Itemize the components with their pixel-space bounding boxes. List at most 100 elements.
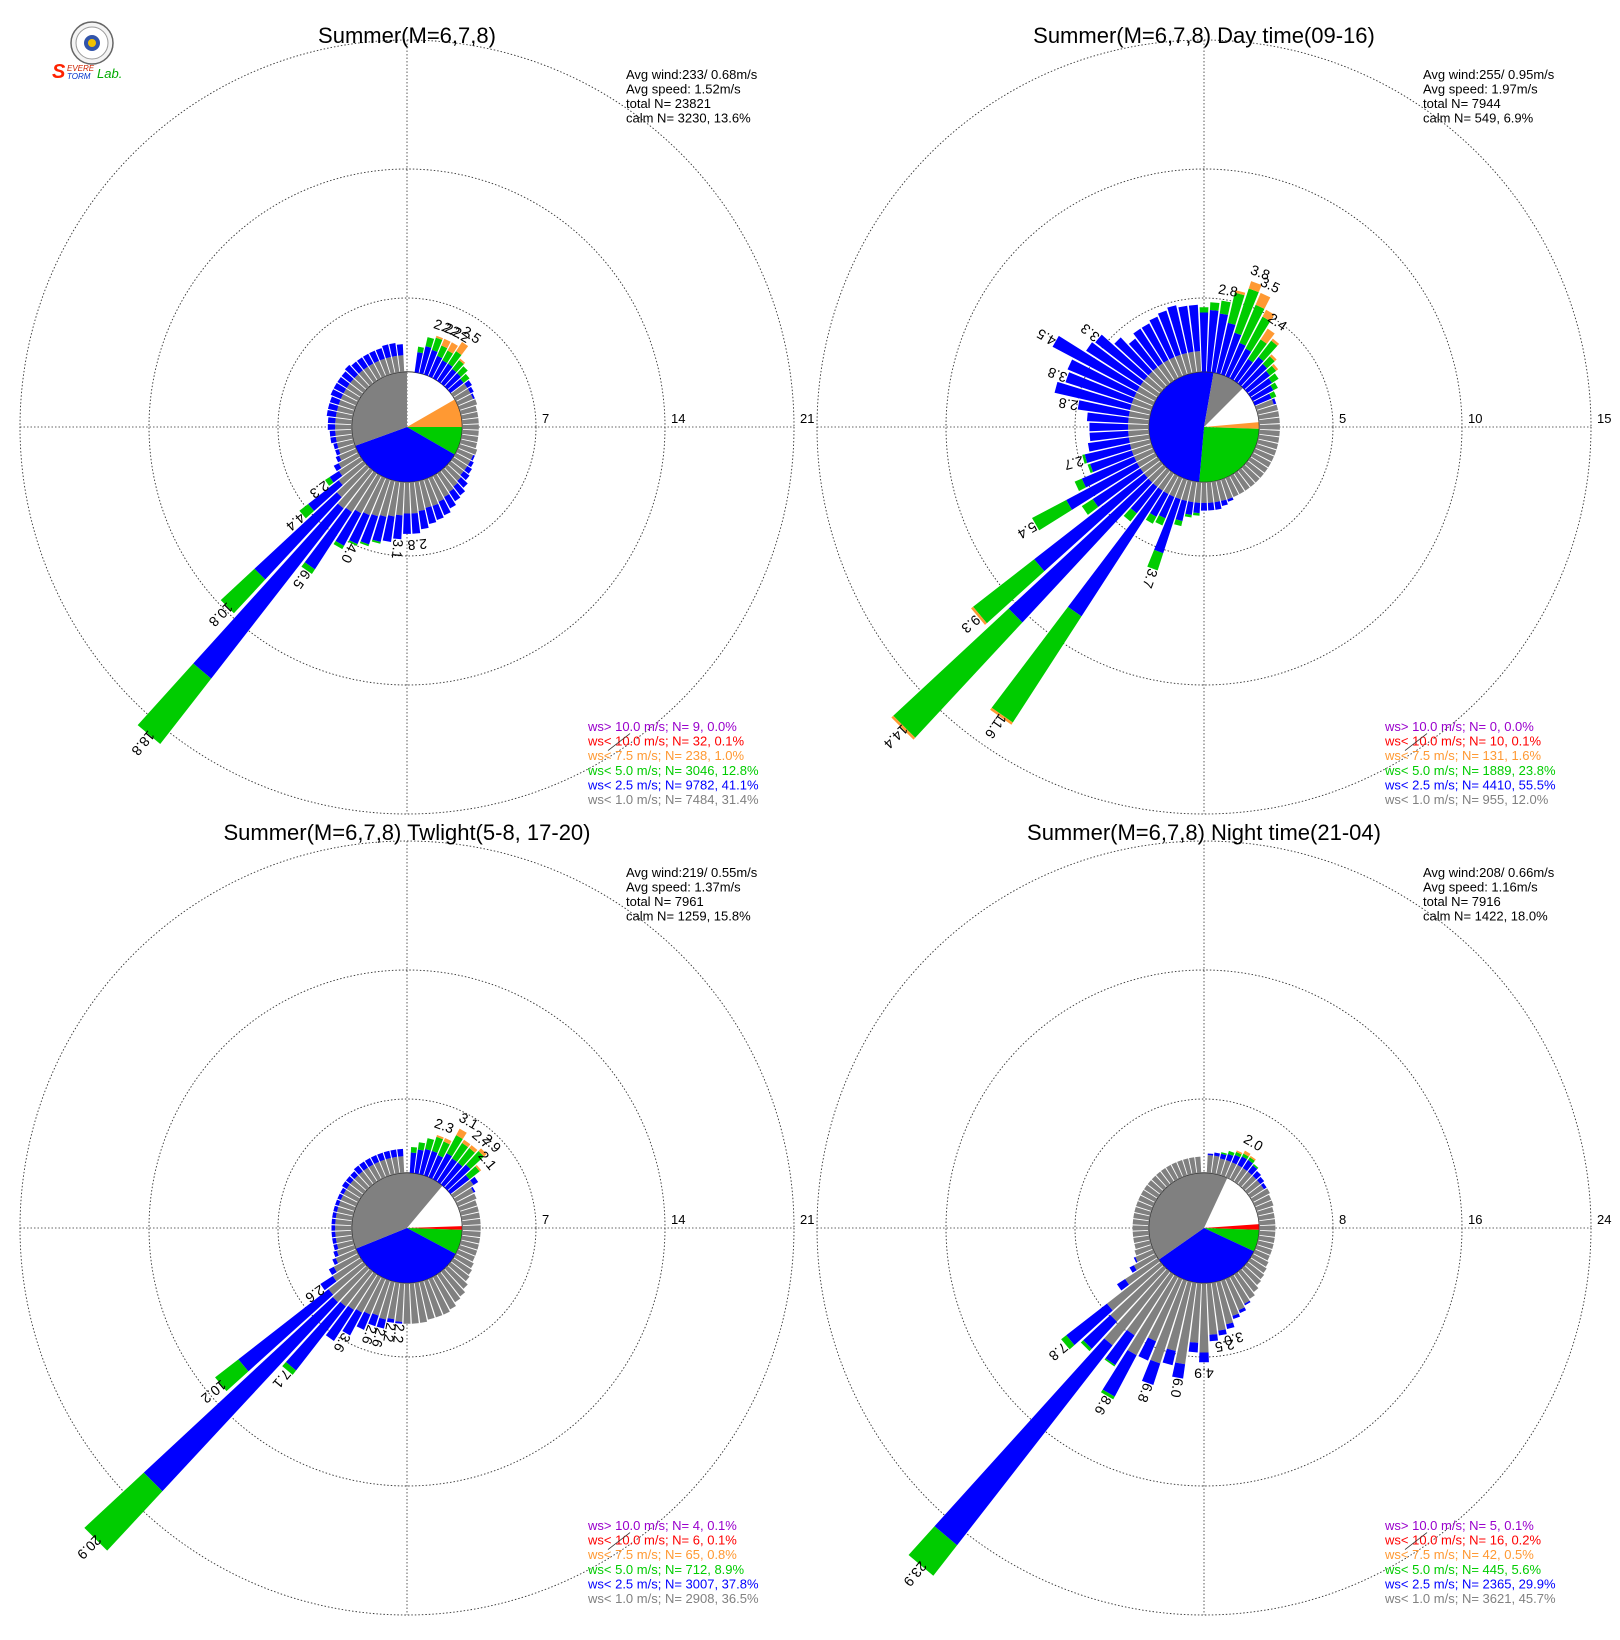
wind-bar-segment: [1141, 1359, 1161, 1385]
wind-bar-segment: [1106, 1261, 1163, 1311]
wind-bar-segment: [333, 1253, 361, 1273]
legend-entry: ws< 2.5 m/s; N= 9782, 41.1%: [587, 777, 759, 792]
wind-bar-segment: [1133, 328, 1163, 367]
wind-bar-segment: [1253, 1194, 1272, 1207]
wind-bar-segment: [1241, 1153, 1249, 1160]
bar-value-label: 2.8: [1217, 281, 1239, 300]
wind-bar-segment: [409, 481, 418, 514]
stats-line: total N= 23821: [626, 96, 711, 111]
stats-line: total N= 7944: [1423, 96, 1501, 111]
wind-bar-segment: [363, 476, 386, 516]
wind-bar-segment: [452, 360, 464, 373]
wind-bar-segment: [1140, 1190, 1158, 1203]
wind-bar-segment: [1206, 309, 1219, 373]
panel-title: Summer(M=6,7,8) Day time(09-16): [1033, 23, 1375, 48]
wind-bar-segment: [1241, 1175, 1257, 1191]
wind-bar-segment: [1181, 352, 1192, 375]
bar-value-label: 4.0: [338, 541, 361, 566]
wind-bar-segment: [335, 429, 353, 436]
wind-bar-segment: [1255, 443, 1277, 456]
wind-bar-segment: [1225, 1162, 1237, 1179]
wind-bar-segment: [1125, 1258, 1160, 1285]
wind-bar-segment: [1189, 1157, 1197, 1174]
wind-bar-segment: [461, 1235, 481, 1244]
wind-bar-segment: [326, 410, 337, 418]
wind-bar-segment: [458, 443, 478, 455]
wind-bar-segment: [1061, 1335, 1075, 1350]
wind-bar-segment: [464, 380, 472, 388]
wind-bar-segment: [340, 1269, 374, 1307]
wind-bar-segment: [1130, 483, 1158, 514]
wind-bar-segment: [1253, 1249, 1270, 1261]
wind-bar-segment: [1244, 1300, 1251, 1306]
wind-bar-segment: [451, 1258, 472, 1275]
wind-bar-segment: [1256, 1176, 1265, 1185]
wind-bar-segment: [1242, 1159, 1253, 1172]
wind-bar-segment: [391, 355, 400, 373]
wind-bar-segment: [1216, 479, 1227, 502]
legend-entry: ws< 2.5 m/s; N= 4410, 55.5%: [1384, 777, 1556, 792]
bar-value-label: 2.5: [1214, 1336, 1236, 1355]
wind-bar-segment: [461, 434, 479, 443]
wind-bar-segment: [1245, 316, 1271, 352]
legend-entry: ws< 10.0 m/s; N= 6, 0.1%: [587, 1533, 737, 1548]
wind-bar-segment: [370, 1155, 380, 1165]
wind-bar-segment: [1134, 392, 1155, 406]
wind-bar-segment: [1074, 478, 1086, 491]
wind-bar-segment: [371, 539, 381, 544]
wind-bar-segment: [1271, 398, 1277, 405]
ring-tick-label: 10: [1468, 411, 1482, 426]
wind-bar-segment: [379, 479, 395, 517]
stats-line: calm N= 549, 6.9%: [1423, 111, 1534, 126]
wind-bar-segment: [393, 514, 403, 540]
wind-bar-segment: [335, 509, 362, 546]
legend-overline: [607, 733, 631, 751]
wind-bar-segment: [335, 1219, 353, 1226]
wind-bar-segment: [1234, 358, 1253, 383]
wind-bar-segment: [1255, 1200, 1274, 1212]
wind-bar-segment: [1132, 1219, 1150, 1226]
wind-bar-segment: [460, 471, 470, 481]
wind-bar-segment: [343, 388, 361, 402]
wind-bar-segment: [348, 540, 358, 546]
calm-pie-sector: [407, 399, 463, 427]
range-ring: [277, 297, 537, 557]
wind-bar-segment: [1135, 1249, 1155, 1262]
wind-bar-segment: [457, 477, 468, 488]
wind-bar-segment: [1206, 1155, 1214, 1174]
bar-value-label: 2.2: [390, 1323, 408, 1344]
wind-bar-segment: [1128, 434, 1150, 443]
wind-bar-segment: [462, 1225, 481, 1231]
bar-value-label: 2.2: [432, 315, 456, 337]
wind-bar-segment: [351, 361, 363, 374]
wind-bar-segment: [338, 452, 361, 469]
wind-bar-segment: [1250, 1253, 1269, 1267]
wind-bar-segment: [428, 476, 444, 502]
wind-bar-segment: [327, 403, 339, 411]
wind-bar-segment: [460, 373, 470, 383]
wind-bar-segment: [1232, 1313, 1240, 1319]
wind-bar-segment: [1158, 471, 1174, 491]
legend-entry: ws< 7.5 m/s; N= 131, 1.6%: [1384, 748, 1542, 763]
wind-bar-segment: [1144, 376, 1163, 394]
wind-bar-segment: [465, 1166, 480, 1180]
wind-bar-segment: [377, 1152, 385, 1162]
wind-bar-segment: [1256, 1207, 1274, 1216]
wind-bar-segment: [1188, 481, 1197, 503]
wind-bar-segment: [414, 481, 425, 511]
calm-pie-sector: [407, 1172, 443, 1228]
wind-bar-segment: [414, 1149, 424, 1174]
wind-bar-segment: [1237, 1269, 1259, 1292]
calm-pie-sector: [1204, 422, 1260, 429]
wind-bar-segment: [419, 346, 432, 375]
wind-bar-segment: [461, 1230, 481, 1238]
wind-bar-segment: [1145, 513, 1157, 524]
legend-entry: ws> 10.0 m/s; N= 0, 0.0%: [1384, 719, 1534, 734]
wind-bar-segment: [385, 1157, 395, 1176]
wind-bar-segment: [458, 399, 478, 411]
wind-bar-segment: [471, 1186, 476, 1193]
wind-bar-segment: [1086, 412, 1129, 424]
wind-bar-segment: [356, 357, 368, 370]
wind-bar-segment: [1148, 464, 1167, 483]
wind-bar-segment: [1220, 1279, 1239, 1316]
